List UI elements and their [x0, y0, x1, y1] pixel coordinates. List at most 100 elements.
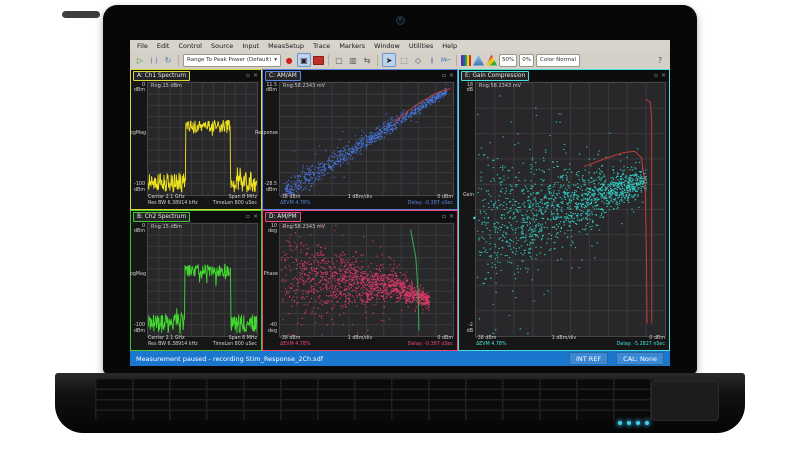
menu-item[interactable]: MeasSetup: [268, 41, 305, 50]
panel-e-header: E: Gain Compression ▫ ×: [459, 70, 669, 81]
laptop-lid: File Edit Control Source Input MeasSetup Trace…: [103, 5, 697, 374]
statusbar: Measurement paused - recording Stim_Resp…: [130, 351, 670, 366]
panel-c-tab[interactable]: C: AM/AM: [265, 70, 301, 81]
marker-diamond-icon[interactable]: ◇: [414, 55, 422, 65]
panel-a-range-label: Rng:15 dBm: [151, 83, 182, 89]
single-window-icon[interactable]: ▢: [335, 55, 343, 65]
help-icon[interactable]: ?: [657, 55, 663, 65]
recording-display-icon[interactable]: ▣: [297, 53, 312, 67]
zoom-marquee-icon[interactable]: ⬚: [400, 55, 408, 65]
toolbar-separator: [178, 54, 179, 66]
select-cursor-icon[interactable]: ➤: [382, 53, 397, 67]
laptop-base: [55, 373, 745, 433]
panel-am-am: C: AM/AM ▫ × 11.5 dBm Response -28.5 dBm Rn…: [255, 69, 458, 210]
panel-e-x-axis: -38 dBm 1 dBm/div 0 dBm ΔEVM 4.78% Delay…: [476, 336, 665, 347]
panel-d-y-axis: 10 deg Phase -40 deg: [263, 224, 278, 334]
menu-item[interactable]: File: [137, 41, 148, 50]
restore-icon[interactable]: ▫: [653, 72, 658, 79]
menu-item[interactable]: Source: [210, 41, 234, 50]
chevron-down-icon: ▾: [274, 57, 278, 63]
zoom-y-field[interactable]: 0%: [519, 53, 535, 67]
panel-am-pm: D: AM/PM ▫ × 10 deg Phase -40 deg Rng:58.23…: [262, 210, 458, 351]
menu-item[interactable]: Markers: [339, 41, 366, 50]
scatter-plot-gain-compression[interactable]: [475, 82, 666, 337]
power-led: [627, 421, 631, 425]
panel-c-header: C: AM/AM ▫ ×: [263, 70, 457, 81]
record-icon[interactable]: ●: [285, 55, 293, 65]
marker-table-icon[interactable]: M⌐: [440, 56, 452, 64]
spectrum-plot-ch2[interactable]: [147, 223, 258, 337]
pause-icon[interactable]: ❘❘: [148, 56, 160, 64]
panel-a-tab[interactable]: A: Ch1 Spectrum: [133, 70, 191, 81]
toolbar-separator: [328, 54, 330, 66]
panel-d-header: D: AM/PM ▫ ×: [263, 211, 457, 222]
menu-item[interactable]: Trace: [313, 41, 331, 50]
menu-item[interactable]: Help: [442, 41, 458, 50]
axis-marker-icon: ◆: [472, 215, 476, 221]
restore-icon[interactable]: ▫: [441, 213, 446, 220]
menu-item[interactable]: Control: [178, 41, 202, 50]
toolbar-separator: [456, 54, 458, 66]
panel-c-body: 11.5 dBm Response -28.5 dBm Rng:58.2343 mV: [255, 81, 457, 196]
route-icon[interactable]: ⇆: [363, 55, 371, 65]
close-icon[interactable]: ×: [448, 213, 454, 220]
panel-e-tab[interactable]: E: Gain Compression: [461, 70, 530, 81]
restart-icon[interactable]: ↻: [164, 55, 172, 65]
panel-b-tab[interactable]: B: Ch2 Spectrum: [133, 211, 191, 222]
close-icon[interactable]: ×: [660, 72, 666, 79]
power-led: [618, 421, 622, 425]
webcam: [396, 16, 405, 25]
restore-icon[interactable]: ▫: [245, 72, 250, 79]
menu-item[interactable]: Edit: [156, 41, 170, 50]
menu-item[interactable]: Input: [242, 41, 260, 50]
panel-a-x-axis: Center 2.1 GHz Span 8 MHz Res BW 6.38914…: [148, 195, 257, 206]
laptop-lid-slot: [62, 11, 100, 18]
toolbar-separator: [377, 54, 379, 66]
restore-icon[interactable]: ▫: [441, 72, 446, 79]
scatter-plot-am-pm[interactable]: [279, 223, 454, 337]
zoom-x-field[interactable]: 50%: [499, 53, 518, 67]
panel-e-range-label: Rng:58.2343 mV: [479, 83, 522, 89]
status-leds: [618, 421, 649, 425]
panel-b-x-axis: Center 2.1 GHz Span 8 MHz Res BW 6.38914…: [148, 336, 257, 347]
reference-indicator[interactable]: INT REF: [568, 352, 609, 365]
restore-icon[interactable]: ▫: [245, 213, 250, 220]
cal-indicator[interactable]: CAL: None: [616, 352, 664, 365]
menu-item[interactable]: Utilities: [408, 41, 434, 50]
waterfall-icon[interactable]: [473, 54, 485, 66]
panel-d-tab[interactable]: D: AM/PM: [265, 211, 301, 222]
panel-b-range-label: Rng:15 dBm: [151, 224, 182, 230]
spectrum-plot-ch1[interactable]: [147, 82, 258, 196]
menubar: File Edit Control Source Input MeasSetup Trace…: [130, 40, 670, 51]
trackpad-area: [651, 381, 719, 421]
app-screen: File Edit Control Source Input MeasSetup Trace…: [130, 40, 670, 366]
keyboard: [95, 378, 653, 420]
split-window-icon[interactable]: ▥: [349, 55, 357, 65]
close-icon[interactable]: ×: [252, 72, 258, 79]
trace-color-icon[interactable]: [486, 54, 498, 66]
toolbar: ▷ ❘❘ ↻ Range To Peak Power (Default) ▾ ●…: [130, 51, 670, 70]
spectrogram-icon[interactable]: [461, 54, 472, 66]
scatter-plot-am-am[interactable]: [279, 82, 454, 196]
range-dropdown[interactable]: Range To Peak Power (Default) ▾: [183, 53, 282, 67]
play-icon[interactable]: ▷: [136, 55, 144, 65]
status-message: Measurement paused - recording Stim_Resp…: [136, 354, 323, 363]
band-markers-icon[interactable]: ∥: [430, 56, 434, 64]
menu-item[interactable]: Window: [374, 41, 400, 50]
recording-file-icon[interactable]: [313, 55, 325, 65]
color-mode-label: Color Normal: [540, 57, 577, 63]
power-led: [636, 421, 640, 425]
close-icon[interactable]: ×: [252, 213, 258, 220]
close-icon[interactable]: ×: [448, 72, 454, 79]
panel-c-range-label: Rng:58.2343 mV: [283, 83, 326, 89]
panel-d-x-axis: -38 dBm 1 dBm/div 0 dBm ΔEVM 4.78% Delay…: [280, 336, 453, 347]
color-mode-dropdown[interactable]: Color Normal: [536, 53, 581, 67]
panel-d-range-label: Rng:58.2343 mV: [283, 224, 326, 230]
